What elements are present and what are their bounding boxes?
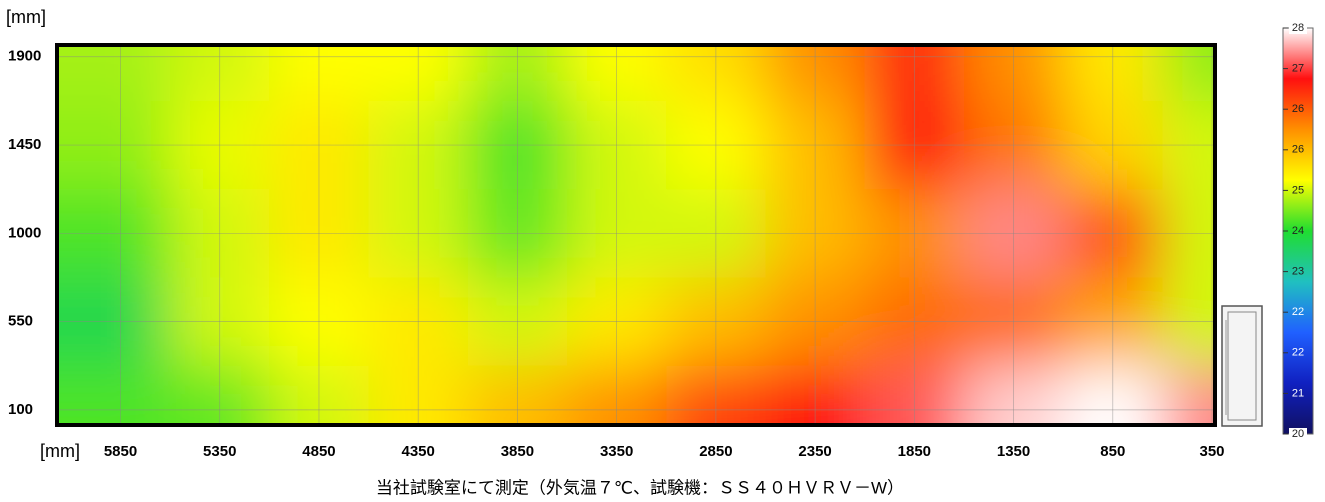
heat-cell <box>964 101 1064 190</box>
y-tick-label: 1450 <box>8 136 41 153</box>
colorbar-label: 23 <box>1292 266 1304 278</box>
heat-cell <box>666 277 766 366</box>
colorbar-label: 26 <box>1292 103 1304 115</box>
heat-cell <box>468 101 568 190</box>
heat-cell <box>269 366 369 502</box>
heat-cell <box>269 101 369 190</box>
colorbar-label: 22 <box>1292 347 1304 359</box>
heat-cell <box>765 277 865 366</box>
heat-cell <box>567 189 667 278</box>
colorbar-label: 25 <box>1292 184 1304 196</box>
x-tick-label: 3350 <box>600 443 633 460</box>
x-tick-label: 1850 <box>898 443 931 460</box>
colorbar-label: 22 <box>1292 306 1304 318</box>
heat-cell <box>765 189 865 278</box>
colorbar-label: 27 <box>1292 63 1304 75</box>
y-tick-label: 550 <box>8 313 33 330</box>
heat-cell <box>170 277 270 366</box>
x-tick-label: 5850 <box>104 443 137 460</box>
colorbar-label: 24 <box>1292 225 1304 237</box>
x-tick-label: 4350 <box>402 443 435 460</box>
caption: 当社試験室にて測定（外気温７℃、試験機：ＳＳ４０ＨＶＲＶ－W） <box>376 478 904 497</box>
heat-cell <box>1063 101 1163 190</box>
heat-cell <box>964 366 1064 502</box>
colorbar-label: 28 <box>1292 22 1304 34</box>
heat-cell <box>567 101 667 190</box>
indoor-unit-icon <box>1222 306 1262 426</box>
heat-cell <box>865 101 965 190</box>
heat-cell <box>666 0 766 102</box>
heat-cell <box>369 101 469 190</box>
x-tick-label: 5350 <box>203 443 236 460</box>
heat-cell <box>666 101 766 190</box>
x-tick-label: 350 <box>1200 443 1225 460</box>
heat-cell <box>1063 0 1163 102</box>
y-unit: [mm] <box>6 7 46 27</box>
heat-cell <box>170 0 270 102</box>
x-tick-label: 4850 <box>302 443 335 460</box>
y-tick-label: 1900 <box>8 48 41 65</box>
heat-cell <box>567 0 667 102</box>
y-tick-label: 100 <box>8 401 33 418</box>
x-tick-label: 3850 <box>501 443 534 460</box>
heat-cell <box>964 0 1064 102</box>
heat-cell <box>170 189 270 278</box>
heat-cell <box>269 277 369 366</box>
heat-cell <box>269 0 369 102</box>
heat-cell <box>964 277 1064 366</box>
heat-cell <box>0 366 171 502</box>
colorbar-label: 26 <box>1292 144 1304 156</box>
heat-cell <box>369 189 469 278</box>
heat-cell <box>369 0 469 102</box>
heat-cell <box>765 0 865 102</box>
heat-cell <box>865 277 965 366</box>
y-tick-label: 1000 <box>8 224 41 241</box>
heat-cell <box>269 189 369 278</box>
heat-cell <box>468 189 568 278</box>
heat-cell <box>170 101 270 190</box>
x-tick-label: 1350 <box>997 443 1030 460</box>
heat-cell <box>964 189 1064 278</box>
heat-cell <box>865 189 965 278</box>
heat-cell <box>468 0 568 102</box>
x-tick-label: 850 <box>1100 443 1125 460</box>
x-tick-label: 2350 <box>798 443 831 460</box>
heat-cell <box>468 277 568 366</box>
x-unit: [mm] <box>40 441 80 461</box>
heat-cell <box>666 189 766 278</box>
heat-cell <box>369 277 469 366</box>
heat-cell <box>1063 277 1163 366</box>
heat-cell <box>765 101 865 190</box>
colorbar-label: 20 <box>1292 428 1304 440</box>
heat-cell <box>567 277 667 366</box>
colorbar-label: 21 <box>1292 387 1304 399</box>
heat-cell <box>865 0 965 102</box>
heat-cell <box>1063 366 1163 502</box>
heat-cell <box>170 366 270 502</box>
heat-cell <box>1063 189 1163 278</box>
x-tick-label: 2850 <box>699 443 732 460</box>
